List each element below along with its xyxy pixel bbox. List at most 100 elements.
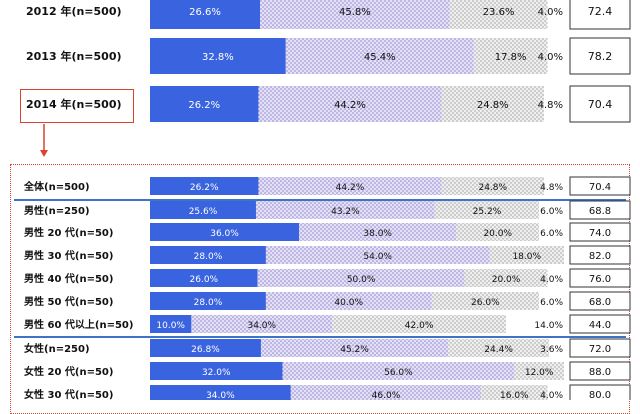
detail-bar-4-seg-1 [150,269,258,287]
detail-value-label-8-2: 56.0% [384,368,413,378]
detail-score-6: 44.0 [589,320,611,331]
detail-bar-6-seg-1 [150,315,192,333]
top-bar-2-seg-4 [544,86,564,122]
detail-bar-8-seg-3 [514,362,564,380]
detail-bar-7-seg-4 [549,339,564,357]
detail-score-1: 68.8 [589,206,611,217]
top-value-label-2-4: 4.8% [538,100,563,111]
detail-row-label-5: 男性 50 代(n=50) [24,295,113,308]
detail-score-4: 76.0 [589,274,611,285]
separator-after-total [14,199,626,201]
detail-bar-5-seg-2 [265,292,432,310]
detail-value-label-0-3: 24.8% [478,183,507,193]
top-row-label-1: 2013 年(n=500) [26,49,122,63]
top-value-label-2-1: 26.2% [188,100,220,111]
detail-bar-9-seg-4 [547,385,564,400]
detail-score-box-1 [569,200,631,220]
detail-value-label-8-3: 12.0% [525,368,554,378]
top-score-box-0 [569,0,631,30]
detail-bar-1-seg-3 [434,201,540,219]
detail-bar-4-seg-4 [547,269,564,287]
detail-score-box-4 [569,268,631,288]
detail-score-box-2 [569,222,631,242]
top-bar-1-seg-4 [547,38,564,74]
detail-value-label-7-3: 24.4% [484,345,513,355]
detail-score-5: 68.0 [589,297,611,308]
detail-value-label-6-3: 42.0% [405,321,434,331]
detail-score-box-9 [569,384,631,400]
detail-bar-2-seg-4 [539,223,564,241]
detail-bar-9-seg-3 [481,385,548,400]
detail-value-label-1-2: 43.2% [331,207,360,217]
detail-value-label-7-2: 45.2% [340,345,369,355]
detail-value-label-5-2: 40.0% [334,298,363,308]
top-score-2: 70.4 [588,98,613,111]
detail-value-label-2-2: 38.0% [363,229,392,239]
detail-value-label-7-1: 26.8% [191,345,220,355]
top-bar-1-seg-3 [473,38,548,74]
top-value-label-1-4: 4.0% [538,52,563,63]
detail-bar-2-seg-3 [456,223,540,241]
detail-value-label-6-4: 14.0% [534,321,563,331]
top-bar-2-seg-1 [150,86,259,122]
detail-value-label-3-1: 28.0% [194,252,223,262]
detail-row-label-0: 全体(n=500) [23,180,90,193]
detail-row-label-4: 男性 40 代(n=50) [24,272,113,285]
detail-value-label-9-4: 4.0% [540,391,563,400]
detail-bar-1-seg-4 [539,201,564,219]
detail-score-8: 88.0 [589,367,611,378]
separator-after-male [14,336,626,338]
detail-bar-8-seg-2 [282,362,515,380]
top-bar-0-seg-1 [150,0,261,29]
detail-row-label-3: 男性 30 代(n=50) [24,249,113,262]
detail-value-label-5-3: 26.0% [471,298,500,308]
detail-value-label-5-4: 6.0% [540,298,563,308]
connector-arrow-head [40,150,48,157]
detail-score-2: 74.0 [589,228,611,239]
detail-value-label-1-1: 25.6% [189,207,218,217]
detail-score-box-5 [569,291,631,311]
detail-value-label-8-1: 32.0% [202,368,231,378]
detail-score-9: 80.0 [589,390,611,400]
stacked-bar-chart: 2012 年(n=500) 26.6% 45.8% 23.6% 4.0% 72.4 2013… [23,0,631,400]
top-score-0: 72.4 [588,5,613,18]
detail-value-label-4-4: 4.0% [540,275,563,285]
detail-value-label-2-1: 36.0% [210,229,239,239]
detail-bar-5-seg-1 [150,292,266,310]
detail-value-label-7-4: 3.6% [540,345,563,355]
detail-bar-2-seg-1 [150,223,300,241]
top-value-label-1-2: 45.4% [364,52,396,63]
detail-bar-6-seg-4 [506,315,564,333]
highlight-box-2014 [20,89,134,123]
detail-bar-6-seg-3 [332,315,507,333]
top-value-label-0-3: 23.6% [483,7,515,18]
detail-row-label-2: 男性 20 代(n=50) [24,226,113,239]
detail-bar-2-seg-2 [299,223,457,241]
top-bar-1-seg-2 [285,38,474,74]
detail-bar-0-seg-2 [258,177,442,195]
detail-row-label-8: 女性 20 代(n=50) [24,365,113,378]
top-score-1: 78.2 [588,50,613,63]
detail-value-label-9-3: 16.0% [500,391,529,400]
chart-marks: 2012 年(n=500) 26.6% 45.8% 23.6% 4.0% 72.4 2013… [23,0,631,400]
detail-bar-7-seg-2 [260,339,449,357]
top-bar-1-seg-1 [150,38,286,74]
top-value-label-0-4: 4.0% [538,7,563,18]
detail-row-label-9: 女性 30 代(n=50) [24,388,113,400]
top-value-label-1-3: 17.8% [495,52,527,63]
detail-value-label-4-2: 50.0% [347,275,376,285]
detail-bar-0-seg-4 [544,177,564,195]
detail-bar-0-seg-1 [150,177,259,195]
top-score-box-2 [569,85,631,123]
detail-value-label-3-3: 18.0% [512,252,541,262]
detail-bar-5-seg-3 [431,292,540,310]
detail-value-label-0-4: 4.8% [540,183,563,193]
top-bar-2-seg-3 [441,86,545,122]
detail-row-label-7: 女性(n=250) [24,342,90,355]
detail-bar-8-seg-1 [150,362,283,380]
detail-score-box-6 [569,314,631,334]
detail-score-0: 70.4 [589,182,611,193]
top-bar-0-seg-4 [547,0,564,29]
top-row-label-0: 2012 年(n=500) [26,4,122,18]
top-value-label-0-2: 45.8% [339,7,371,18]
